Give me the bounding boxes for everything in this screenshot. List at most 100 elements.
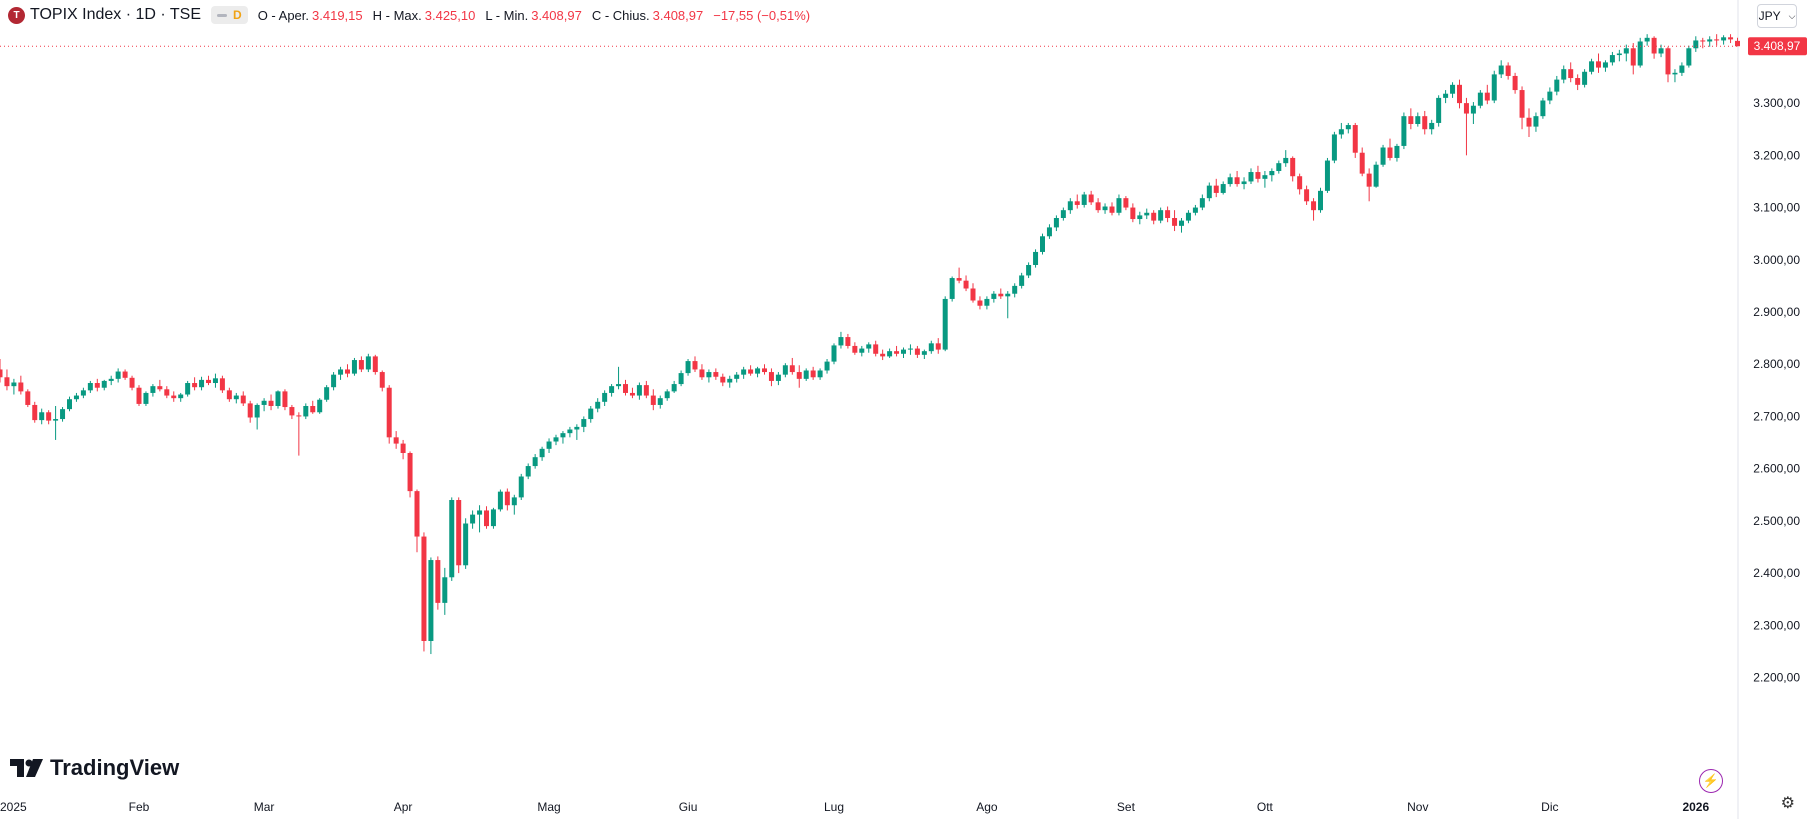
candle bbox=[901, 347, 906, 358]
candle bbox=[1498, 60, 1504, 79]
candle-body bbox=[157, 386, 163, 390]
candle-body bbox=[1589, 61, 1595, 72]
candle bbox=[984, 296, 990, 310]
candle bbox=[727, 375, 733, 388]
candle bbox=[768, 368, 774, 387]
candle-body bbox=[1429, 122, 1435, 130]
candle bbox=[1283, 150, 1289, 167]
candle bbox=[1477, 90, 1483, 109]
candle-body bbox=[178, 394, 184, 399]
candle bbox=[1123, 196, 1129, 211]
candle bbox=[1366, 168, 1372, 202]
candle-body bbox=[998, 293, 1004, 297]
ohlc-high: H - Max. 3.425,10 bbox=[373, 8, 476, 23]
candle-body bbox=[1324, 160, 1330, 191]
candle bbox=[365, 353, 371, 373]
candle bbox=[240, 391, 246, 406]
candle-body bbox=[553, 437, 559, 442]
candle-body bbox=[233, 395, 239, 400]
candle-body bbox=[650, 395, 656, 405]
candle-body bbox=[1165, 210, 1171, 218]
candle bbox=[1338, 122, 1344, 139]
candle-body bbox=[470, 514, 476, 524]
tradingview-logo[interactable]: TradingView bbox=[10, 755, 179, 781]
candle bbox=[921, 349, 927, 359]
lightning-icon[interactable]: ⚡ bbox=[1699, 769, 1723, 793]
candle bbox=[39, 408, 45, 425]
legend-header: T TOPIX Index · 1D · TSE D O - Aper. 3.41… bbox=[0, 0, 810, 30]
candle-body bbox=[1554, 79, 1560, 92]
price-tick-label: 2.500,00 bbox=[1753, 514, 1800, 528]
candle-body bbox=[247, 403, 253, 418]
candle-body bbox=[164, 389, 170, 396]
candle-body bbox=[1283, 157, 1289, 164]
candle-body bbox=[449, 500, 455, 578]
candle bbox=[1053, 215, 1059, 232]
candle-body bbox=[942, 298, 948, 350]
candle-body bbox=[636, 385, 642, 396]
candle bbox=[1359, 147, 1365, 177]
price-tick-label: 2.400,00 bbox=[1753, 566, 1800, 580]
candle bbox=[1616, 49, 1622, 62]
candle-body bbox=[1679, 65, 1685, 73]
candle bbox=[1179, 218, 1184, 233]
candle bbox=[1443, 90, 1449, 104]
candle-body bbox=[324, 387, 330, 400]
candle-body bbox=[1602, 62, 1608, 68]
candle bbox=[324, 385, 330, 402]
candle-body bbox=[1477, 92, 1483, 106]
candle bbox=[1255, 165, 1261, 183]
candle-body bbox=[963, 280, 969, 289]
price-axis[interactable]: 3.300,00 3.200,00 3.100,00 3.000,00 2.900,00… bbox=[1753, 96, 1800, 684]
candle bbox=[692, 356, 698, 373]
candle-body bbox=[192, 383, 198, 388]
candle-body bbox=[588, 408, 594, 420]
time-axis[interactable]: 2025 Feb Mar Apr Mag Giu Lug Ago Set Ott Nov Dic 202… bbox=[0, 800, 1709, 814]
symbol-title[interactable]: TOPIX Index · 1D · TSE bbox=[30, 6, 202, 23]
candle-body bbox=[60, 409, 66, 420]
candle-body bbox=[53, 419, 59, 421]
candle bbox=[1172, 210, 1178, 232]
candle bbox=[1290, 156, 1296, 182]
candle-body bbox=[497, 491, 503, 510]
low-value: 3.408,97 bbox=[531, 7, 582, 23]
candle bbox=[810, 366, 816, 380]
candle bbox=[303, 403, 309, 420]
candle bbox=[1700, 37, 1706, 49]
candle bbox=[1005, 291, 1011, 319]
candle bbox=[157, 379, 163, 392]
time-tick-label: Dic bbox=[1541, 800, 1558, 814]
candle-body bbox=[789, 365, 795, 373]
candle bbox=[1547, 87, 1553, 105]
time-tick-label: Mar bbox=[254, 800, 275, 814]
candle bbox=[595, 398, 601, 413]
candle bbox=[1311, 198, 1317, 221]
candle-body bbox=[171, 395, 177, 399]
candle bbox=[838, 331, 844, 349]
currency-selector[interactable]: JPY ⌵ bbox=[1757, 4, 1797, 28]
candle bbox=[185, 380, 191, 397]
interval-badge[interactable]: D bbox=[211, 6, 248, 24]
candle bbox=[1533, 112, 1539, 132]
gear-icon[interactable]: ⚙ bbox=[1780, 795, 1795, 812]
candle bbox=[1728, 34, 1734, 44]
candle bbox=[1137, 211, 1143, 225]
tradingview-mark-icon bbox=[10, 759, 43, 777]
candle bbox=[310, 400, 316, 414]
candle bbox=[268, 394, 274, 411]
candle-body bbox=[595, 401, 601, 409]
candle-body bbox=[1102, 206, 1108, 211]
candle-body bbox=[1401, 116, 1407, 146]
candle-body bbox=[921, 351, 927, 355]
candle bbox=[1484, 84, 1490, 105]
candle-body bbox=[407, 453, 413, 492]
high-value: 3.425,10 bbox=[424, 7, 476, 23]
candle-body bbox=[894, 351, 900, 354]
candle bbox=[1394, 143, 1400, 162]
price-tick-label: 2.900,00 bbox=[1753, 305, 1800, 319]
candle-body bbox=[511, 497, 517, 506]
candle bbox=[1686, 45, 1692, 68]
candle-body bbox=[755, 368, 761, 374]
candle-body bbox=[1130, 207, 1136, 220]
